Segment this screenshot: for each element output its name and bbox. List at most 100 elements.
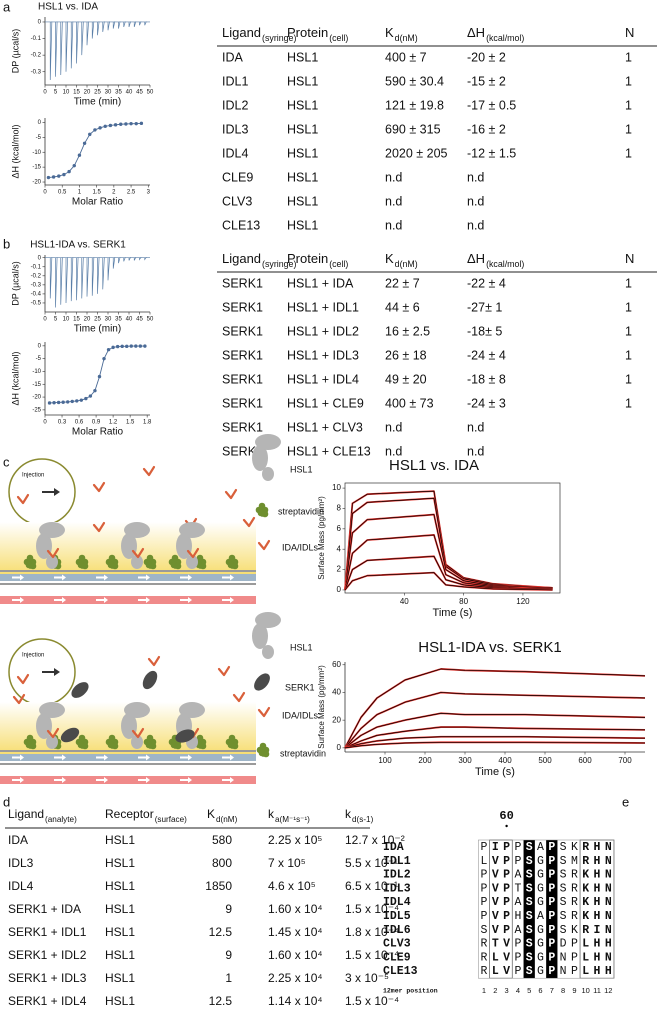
- injection-peak: [133, 257, 137, 261]
- y-tick-label: -25: [32, 407, 41, 413]
- y-tick-label: -0.3: [31, 282, 42, 288]
- table-cell: 49 ± 20: [385, 372, 427, 386]
- table-cell: SERK1 + IDL1: [8, 925, 87, 939]
- residue: P: [514, 855, 521, 868]
- table-cell: 1.14 x 10⁴: [268, 994, 323, 1008]
- hsl1-protein: [255, 434, 281, 450]
- table-cell: 26 ± 18: [385, 348, 427, 362]
- streptavidin: [81, 742, 89, 750]
- table-cell: -27± 1: [467, 300, 502, 314]
- data-point: [77, 153, 82, 157]
- table-cell: SERK1: [222, 300, 263, 314]
- schematic-label: streptavidin: [280, 748, 326, 758]
- flow-arrow: [180, 777, 192, 783]
- residue: R: [582, 855, 589, 868]
- data-point: [139, 121, 144, 126]
- data-point: [70, 399, 74, 404]
- residue: H: [594, 965, 601, 978]
- hsl1-protein: [179, 522, 205, 538]
- injection-peak: [65, 257, 68, 303]
- data-point: [93, 128, 97, 132]
- table-cell: 1: [625, 300, 632, 314]
- residue: P: [548, 910, 555, 923]
- residue: P: [548, 896, 555, 909]
- injection-peak: [112, 21, 116, 29]
- header-subscript: d(nM): [216, 815, 238, 824]
- sensorgram-fit: [344, 497, 553, 590]
- streptavidin: [146, 554, 154, 562]
- position-number: 7: [550, 986, 554, 995]
- position-number: 3: [505, 986, 509, 995]
- flow-arrow: [138, 777, 150, 783]
- residue: S: [526, 841, 533, 854]
- peptide: [12, 693, 26, 705]
- injection-peak: [60, 21, 63, 76]
- x-tick-label: 50: [147, 317, 154, 323]
- injection-peak: [128, 21, 131, 28]
- injection-peak: [144, 21, 147, 26]
- table-cell: n.d: [467, 218, 484, 232]
- x-tick-label: 0: [43, 317, 47, 323]
- header-text: ΔH: [467, 251, 485, 266]
- x-tick-label: 100: [378, 756, 392, 765]
- streptavidin: [78, 734, 86, 742]
- sensorgram-fit: [344, 692, 646, 749]
- residue: H: [594, 855, 601, 868]
- residue: K: [582, 896, 589, 909]
- residue: P: [514, 965, 521, 978]
- sensorgram-fit: [344, 741, 646, 749]
- table-cell: 1: [625, 146, 632, 160]
- streptavidin: [149, 562, 157, 570]
- sequence-name: IDL4: [383, 896, 411, 909]
- flow-arrow: [180, 754, 192, 761]
- flow-channel: [0, 776, 256, 784]
- y-tick-label: -10: [32, 369, 41, 375]
- x-tick-label: 10: [63, 317, 70, 323]
- table-cell: 2.25 x 10⁵: [268, 833, 322, 847]
- flow-arrow: [96, 597, 108, 603]
- residue: P: [481, 910, 488, 923]
- injection-peak: [107, 21, 110, 31]
- header-text: ΔH: [467, 25, 485, 40]
- residue: L: [481, 855, 488, 868]
- schematic-label: Injection: [22, 473, 44, 479]
- residue: V: [492, 910, 499, 923]
- table-cell: 1.5 x 10⁻⁴: [345, 948, 399, 962]
- table-cell: SERK1 + IDL3: [8, 971, 87, 985]
- table-cell: 1.60 x 10⁴: [268, 902, 323, 916]
- data-point: [115, 344, 120, 349]
- data-point: [129, 121, 133, 126]
- residue: P: [548, 882, 555, 895]
- residue: S: [560, 855, 567, 868]
- residue: I: [492, 841, 499, 854]
- header-subscript: d(s-1): [352, 815, 374, 824]
- peptide: [131, 727, 145, 739]
- flow-arrow: [54, 597, 66, 603]
- y-axis-label: Surface Mass (pg/mm²): [317, 665, 326, 749]
- injection-peak: [76, 21, 79, 64]
- flow-arrow: [96, 777, 108, 783]
- table-cell: -16 ± 2: [467, 122, 506, 136]
- peptide: [46, 727, 60, 739]
- hsl1-protein: [255, 612, 281, 628]
- table-cell: HSL1: [287, 122, 318, 136]
- table-cell: 6.5 x 10⁻¹: [345, 879, 398, 893]
- table-cell: CLE9: [222, 170, 253, 184]
- injection-peak: [81, 21, 84, 56]
- data-point: [84, 396, 88, 401]
- x-tick-label: 40: [126, 90, 133, 96]
- header-subscript: (analyte): [45, 815, 77, 824]
- table-cell: HSL1 + CLE9: [287, 396, 364, 410]
- sensorgram-fit: [344, 712, 646, 749]
- table-cell: n.d: [385, 444, 402, 458]
- peptide: [142, 465, 156, 477]
- panel-label: c: [3, 454, 10, 469]
- data-point: [72, 163, 76, 168]
- y-tick-label: 4: [337, 544, 342, 553]
- flow-arrow: [222, 754, 234, 761]
- injection-peak: [118, 257, 121, 264]
- header-text: Ligand: [222, 25, 261, 40]
- residue: P: [503, 841, 510, 854]
- residue: R: [481, 965, 488, 978]
